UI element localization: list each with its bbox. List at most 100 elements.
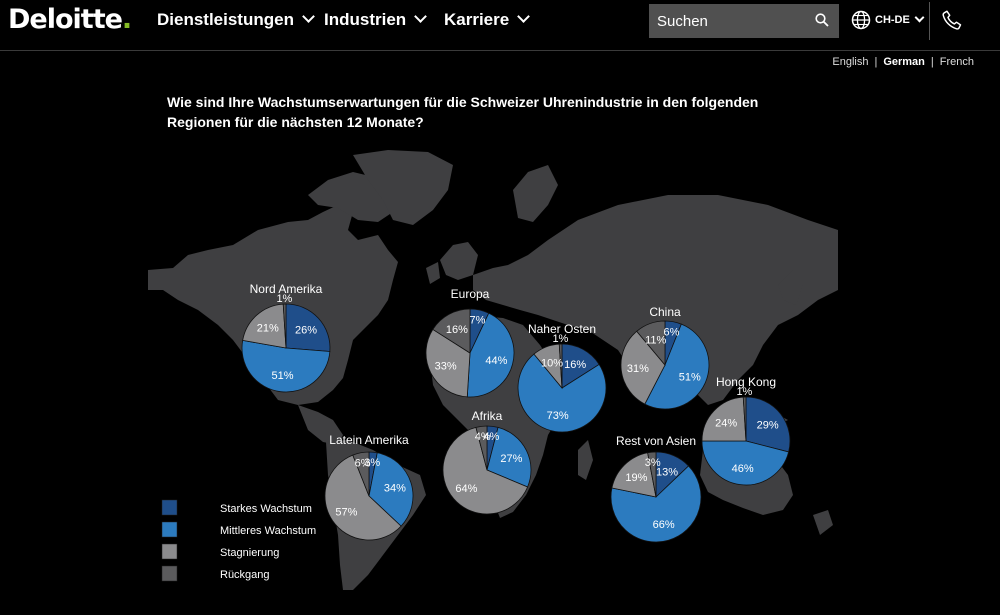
chevron-down-icon [517, 10, 531, 23]
pie-slice[interactable] [701, 396, 747, 442]
pie-slice[interactable] [432, 308, 471, 354]
legend-label: Mittleres Wachstum [220, 525, 316, 537]
slice-value-label: 24% [715, 417, 737, 429]
slice-value-label: 26% [295, 325, 317, 337]
pie-slice[interactable] [324, 454, 402, 541]
slice-value-label: 3% [364, 457, 380, 469]
legend-item: Mittleres Wachstum [161, 521, 316, 538]
pie-slice[interactable] [745, 396, 791, 453]
lang-french-link[interactable]: French [939, 56, 974, 68]
pie-nord-amerika: 26% 51% 21% 1%Nord Amerika [241, 282, 331, 393]
top-navigation: Deloitte. Dienstleistungen Industrien Ka… [0, 0, 1000, 51]
pie-afrika: 4%27%64%4%Afrika [442, 409, 532, 515]
slice-value-label: 31% [627, 363, 649, 375]
chevron-down-icon [414, 10, 428, 23]
search-icon[interactable] [815, 13, 829, 27]
legend-label: Rückgang [220, 569, 270, 581]
pie-slice[interactable] [486, 426, 532, 488]
pie-slice[interactable] [475, 425, 488, 471]
pie-slice[interactable] [352, 451, 370, 497]
slice-value-label: 21% [257, 323, 279, 335]
lang-german-link[interactable]: German [883, 56, 925, 68]
pie-slice[interactable] [442, 426, 529, 515]
legend-item: Starkes Wachstum [161, 499, 312, 516]
chart-legend: Starkes Wachstum Mittleres Wachstum Stagni… [161, 499, 316, 582]
pie-slice[interactable] [517, 353, 607, 433]
pie-slice[interactable] [242, 303, 287, 349]
slice-value-label: 29% [757, 419, 779, 431]
slice-value-label: 1% [552, 333, 568, 345]
slice-value-label: 4% [483, 431, 499, 443]
region-label: China [649, 305, 681, 319]
pie-slice[interactable] [561, 343, 600, 389]
legend-label: Starkes Wachstum [220, 503, 312, 515]
pie-slice[interactable] [610, 465, 702, 543]
region-label: Naher Osten [528, 322, 596, 336]
pie-slice[interactable] [241, 339, 331, 393]
slice-value-label: 51% [271, 370, 293, 382]
nav-item-label: Karriere [444, 10, 510, 29]
chevron-down-icon [914, 12, 925, 22]
pie-hong-kong: 29% 46% 24% 1%Hong Kong [701, 375, 791, 486]
pie-slice[interactable] [644, 323, 710, 410]
pie-china: 6% 51% 31% 11% China [620, 305, 710, 410]
region-label: Hong Kong [716, 375, 776, 389]
nav-item-label: Industrien [324, 10, 407, 29]
search-box [649, 4, 839, 38]
nav-divider [929, 2, 930, 40]
slice-value-label: 11% [645, 334, 666, 346]
region-pies: 26%51%21%1%Nord Amerika7%44%33%16%Europa… [241, 282, 791, 543]
legend-swatch [161, 565, 178, 582]
search-input[interactable] [649, 4, 807, 38]
slice-value-label: 3% [645, 457, 661, 469]
pie-slice[interactable] [368, 452, 414, 527]
pie-slice[interactable] [742, 396, 747, 442]
chevron-down-icon [302, 10, 315, 23]
locale-selector[interactable]: CH-DE [851, 10, 925, 30]
slice-value-label: 27% [500, 453, 522, 465]
pie-slice[interactable] [466, 312, 515, 398]
pie-latein-amerika: 3% 34% 57% 6% Latein Amerika [324, 433, 414, 541]
legend-swatch [161, 543, 178, 560]
lang-english-link[interactable]: English [832, 56, 869, 68]
legend-swatch [161, 499, 178, 516]
globe-icon [851, 10, 871, 30]
slice-value-label: 7% [470, 315, 486, 327]
slice-value-label: 13% [656, 466, 678, 478]
slice-value-label: 46% [732, 463, 754, 475]
nav-item-dienstleistungen[interactable]: Dienstleistungen [157, 10, 315, 30]
pie-slice[interactable] [647, 451, 657, 498]
pie-slice[interactable] [636, 320, 666, 367]
slice-value-label: 51% [679, 371, 701, 383]
deloitte-logo[interactable]: Deloitte. [8, 4, 132, 35]
region-label: Nord Amerika [250, 282, 323, 296]
pie-slice[interactable] [282, 303, 287, 349]
nav-item-industrien[interactable]: Industrien [324, 10, 428, 30]
pie-slice[interactable] [620, 330, 666, 405]
slice-value-label: 1% [736, 386, 752, 398]
slice-value-label: 19% [625, 472, 647, 484]
locale-label: CH-DE [875, 14, 910, 26]
slice-value-label: 6% [355, 457, 371, 469]
region-label: Rest von Asien [616, 434, 696, 448]
pie-slice[interactable] [558, 343, 563, 389]
phone-icon[interactable] [941, 9, 963, 31]
region-pie-chart: 26%51%21%1%Nord Amerika7%44%33%16%Europa… [148, 150, 838, 590]
region-label: Afrika [472, 409, 503, 423]
pie-slice[interactable] [285, 303, 331, 352]
nav-item-karriere[interactable]: Karriere [444, 10, 531, 30]
slice-value-label: 73% [547, 410, 569, 422]
pie-slice[interactable] [701, 440, 790, 486]
slice-value-label: 66% [653, 519, 675, 531]
slice-value-label: 33% [435, 360, 457, 372]
chart-title: Wie sind Ihre Wachstumserwartungen für d… [167, 94, 759, 130]
pie-rest-von-asien: 13% 66% 19% 3% Rest von Asien [610, 434, 702, 543]
language-switcher: English | German | French [832, 56, 974, 68]
pie-slice[interactable] [611, 452, 657, 498]
legend-item: Stagnierung [161, 543, 279, 560]
region-label: Latein Amerika [329, 433, 409, 447]
slice-value-label: 34% [384, 483, 406, 495]
region-label: Europa [451, 287, 490, 301]
slice-value-label: 6% [664, 326, 680, 338]
slice-value-label: 1% [276, 293, 292, 305]
